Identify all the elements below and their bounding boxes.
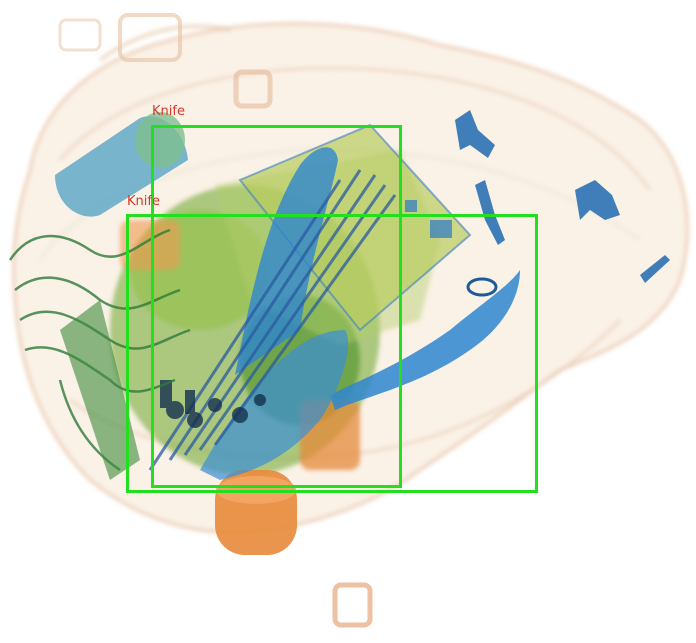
blue-clips (455, 110, 670, 283)
metal-rods (148, 169, 397, 471)
tool-cluster (160, 380, 266, 428)
detection-label-knife-2: Knife (127, 194, 160, 209)
detection-box-knife-1 (151, 125, 402, 488)
detection-label-knife-1: Knife (152, 104, 185, 119)
circuit-strip-left (60, 300, 140, 480)
detection-box-knife-2 (126, 214, 538, 493)
misc-items (58, 13, 373, 628)
